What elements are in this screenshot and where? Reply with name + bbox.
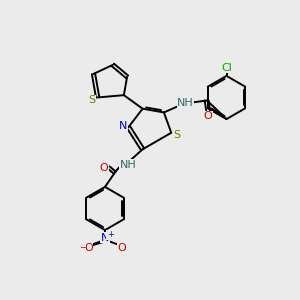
Text: O: O (84, 243, 93, 253)
Text: NH: NH (120, 160, 136, 170)
Text: −: − (79, 244, 86, 253)
Text: O: O (99, 163, 108, 173)
Text: +: + (107, 230, 113, 239)
Text: O: O (204, 111, 212, 122)
Text: O: O (117, 243, 126, 253)
Text: N: N (101, 233, 109, 243)
Text: N: N (119, 121, 127, 130)
Text: S: S (173, 130, 180, 140)
Text: S: S (88, 95, 95, 106)
Text: Cl: Cl (221, 63, 232, 73)
Text: NH: NH (177, 98, 194, 108)
